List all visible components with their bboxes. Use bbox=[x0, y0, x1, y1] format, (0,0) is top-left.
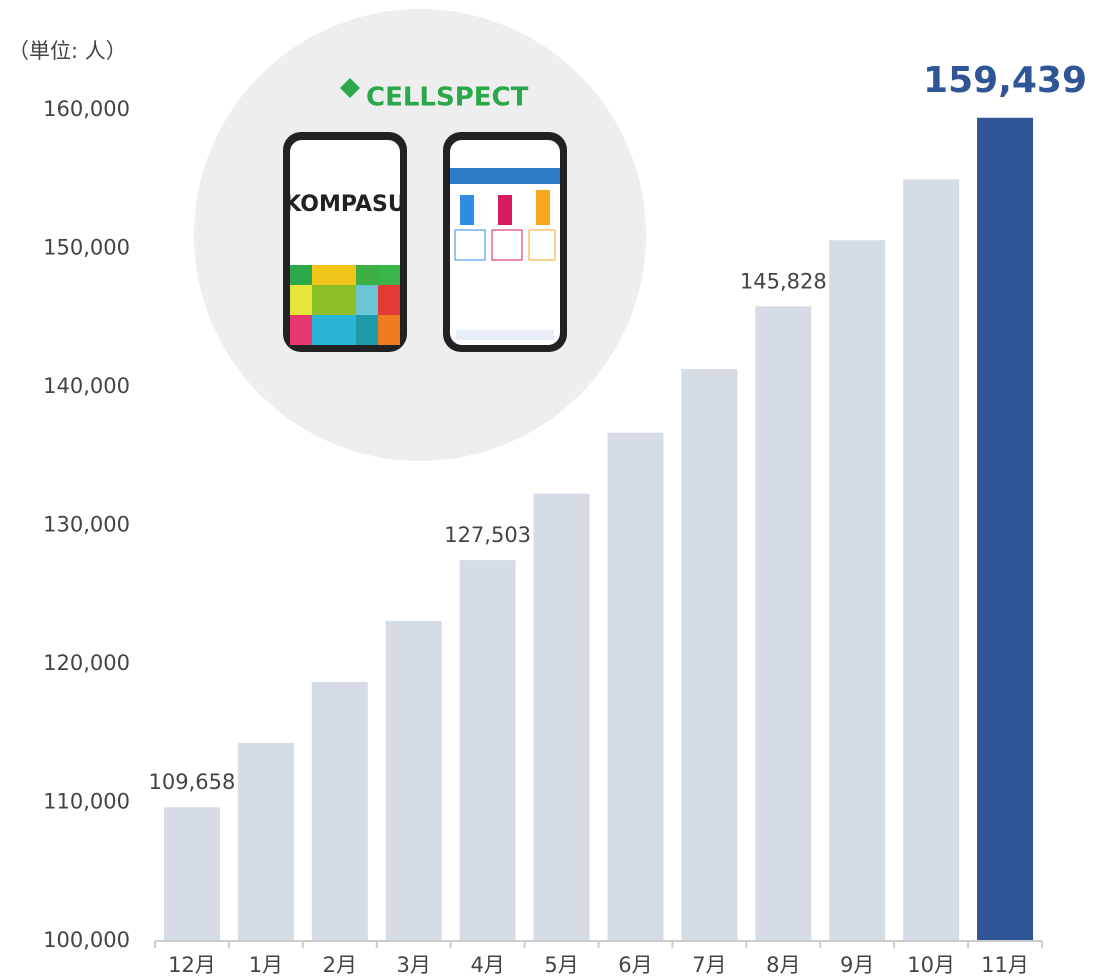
x-tick-label: 2月 bbox=[323, 953, 357, 977]
bar bbox=[311, 682, 368, 941]
bar bbox=[681, 368, 738, 941]
value-label-highlight: 159,439 bbox=[923, 60, 1087, 101]
y-tick-label: 160,000 bbox=[43, 97, 130, 121]
bar bbox=[977, 117, 1034, 942]
x-tick-label: 10月 bbox=[907, 953, 955, 977]
x-tick-label: 6月 bbox=[618, 953, 652, 977]
x-tick-label: 1月 bbox=[249, 953, 283, 977]
bar bbox=[385, 621, 442, 941]
logo-mark bbox=[340, 78, 360, 98]
x-tick-label: 11月 bbox=[981, 953, 1029, 977]
logo-text: CELLSPECT bbox=[366, 83, 529, 113]
bar bbox=[829, 240, 886, 941]
bar bbox=[755, 306, 812, 941]
figure bbox=[460, 195, 474, 225]
y-tick-label: 100,000 bbox=[43, 928, 130, 952]
card bbox=[528, 229, 556, 261]
bar bbox=[903, 179, 960, 941]
bar bbox=[607, 432, 664, 941]
y-tick-label: 120,000 bbox=[43, 651, 130, 675]
app-name: KOMPASU bbox=[284, 192, 406, 217]
value-label: 127,503 bbox=[444, 523, 531, 547]
tab-bar bbox=[456, 330, 554, 340]
bar bbox=[237, 742, 294, 941]
bar bbox=[533, 493, 590, 941]
y-tick-label: 130,000 bbox=[43, 513, 130, 537]
bar bbox=[459, 560, 516, 941]
x-tick-label: 3月 bbox=[397, 953, 431, 977]
phone-screen bbox=[450, 140, 560, 345]
illustration: KOMPASU CELLSPECT bbox=[194, 9, 646, 461]
value-label: 109,658 bbox=[149, 770, 236, 794]
y-tick-label: 140,000 bbox=[43, 374, 130, 398]
card bbox=[454, 229, 486, 261]
x-tick-label: 7月 bbox=[692, 953, 726, 977]
bar bbox=[163, 807, 220, 941]
value-label: 145,828 bbox=[740, 269, 827, 293]
unit-label: （単位: 人） bbox=[8, 39, 127, 63]
figure bbox=[498, 195, 512, 225]
x-tick-label: 9月 bbox=[840, 953, 874, 977]
y-tick-label: 150,000 bbox=[43, 236, 130, 260]
x-tick-label: 4月 bbox=[470, 953, 504, 977]
figure bbox=[536, 190, 550, 225]
x-tick-label: 12月 bbox=[168, 953, 216, 977]
card bbox=[491, 229, 523, 261]
screen-header bbox=[450, 168, 560, 184]
color-tiles bbox=[290, 265, 400, 345]
illustration-circle bbox=[194, 9, 646, 461]
x-tick-label: 5月 bbox=[544, 953, 578, 977]
y-tick-label: 110,000 bbox=[43, 790, 130, 814]
x-tick-label: 8月 bbox=[766, 953, 800, 977]
